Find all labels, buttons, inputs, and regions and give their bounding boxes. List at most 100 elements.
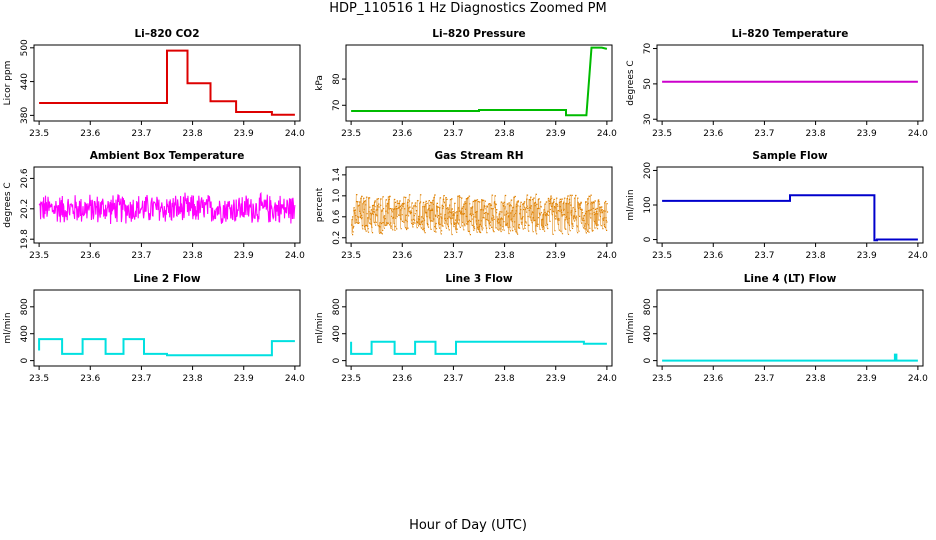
y-tick-label: 0: [332, 357, 342, 363]
x-tick-label: 23.6: [703, 129, 723, 139]
main-title: HDP_110516 1 Hz Diagnostics Zoomed PM: [329, 1, 607, 16]
panel-title: Gas Stream RH: [434, 150, 523, 162]
y-axis-label: degrees C: [3, 182, 13, 227]
x-tick-label: 23.7: [754, 251, 774, 261]
x-tick-label: 23.9: [234, 251, 254, 261]
y-tick-label: 200: [643, 162, 653, 179]
x-tick-label: 24.0: [908, 129, 928, 139]
x-tick-label: 23.5: [29, 129, 49, 139]
x-tick-label: 23.7: [131, 129, 151, 139]
x-tick-label: 23.7: [754, 129, 774, 139]
x-tick-label: 23.6: [392, 129, 412, 139]
y-tick-label: 800: [20, 298, 30, 315]
x-tick-label: 23.8: [495, 374, 515, 384]
x-tick-label: 24.0: [597, 251, 617, 261]
x-tick-label: 24.0: [285, 374, 305, 384]
y-tick-label: 800: [643, 298, 653, 315]
x-tick-label: 23.5: [652, 251, 672, 261]
x-tick-label: 23.5: [341, 129, 361, 139]
y-tick-label: 0.2: [332, 231, 342, 245]
x-tick-label: 23.8: [806, 374, 826, 384]
x-tick-label: 24.0: [285, 129, 305, 139]
x-tick-label: 23.7: [131, 251, 151, 261]
plot-frame: [345, 44, 613, 122]
y-tick-label: 0.6: [332, 209, 342, 224]
panel-3: Li–820 Temperature 23.5 23.6 23.7 23.8 23.9 24…: [626, 28, 928, 139]
x-tick-label: 23.5: [652, 129, 672, 139]
y-tick-label: 50: [643, 78, 653, 90]
y-tick-label: 80: [332, 73, 342, 85]
y-tick-label: 1.0: [332, 188, 342, 203]
y-tick-label: 380: [20, 107, 30, 124]
panel-7: Line 2 Flow 23.5 23.6 23.7 23.8 23.9 24.0 0 400 8…: [3, 273, 305, 384]
y-tick-label: 20.2: [20, 199, 30, 219]
y-tick-label: 20.6: [20, 168, 30, 188]
series-line: [662, 194, 918, 242]
series-line: [38, 191, 296, 225]
x-tick-label: 23.7: [443, 251, 463, 261]
x-tick-label: 23.7: [131, 374, 151, 384]
panel-title: Line 4 (LT) Flow: [744, 273, 837, 285]
y-tick-label: 70: [332, 99, 342, 111]
x-tick-label: 23.5: [341, 374, 361, 384]
y-tick-label: 70: [643, 43, 653, 55]
panel-title: Li–820 Pressure: [432, 28, 525, 40]
x-axis-title: Hour of Day (UTC): [409, 518, 527, 533]
plot-frame: [33, 289, 301, 367]
x-tick-label: 23.7: [754, 374, 774, 384]
y-tick-label: 440: [20, 73, 30, 90]
x-tick-label: 23.8: [495, 129, 515, 139]
y-tick-label: 400: [332, 325, 342, 342]
y-tick-label: 400: [643, 325, 653, 342]
series-line: [350, 340, 607, 355]
x-tick-label: 23.6: [392, 251, 412, 261]
y-tick-label: 0: [20, 357, 30, 363]
x-tick-label: 23.5: [652, 374, 672, 384]
panel-2: Li–820 Pressure 23.5 23.6 23.7 23.8 23.9 24.0 7…: [315, 28, 617, 139]
panel-title: Line 3 Flow: [445, 273, 512, 285]
panel-6: Sample Flow 23.5 23.6 23.7 23.8 23.9 24.0 0 100 2…: [626, 150, 928, 261]
y-axis-label: kPa: [315, 75, 325, 91]
x-tick-label: 23.7: [443, 129, 463, 139]
x-tick-label: 23.9: [857, 374, 877, 384]
panel-5: Gas Stream RH 23.5 23.6 23.7 23.8 23.9 24.0 0.2…: [315, 150, 617, 261]
y-tick-label: 0: [643, 236, 653, 242]
x-tick-label: 23.9: [546, 374, 566, 384]
plot-frame: [33, 166, 301, 244]
series-line: [351, 46, 608, 117]
panel-9: Line 4 (LT) Flow 23.5 23.6 23.7 23.8 23.9 24.0…: [626, 273, 928, 384]
rh-points: [350, 193, 609, 236]
y-tick-label: 500: [20, 39, 30, 56]
x-tick-label: 23.8: [183, 129, 203, 139]
panel-title: Sample Flow: [752, 150, 827, 162]
x-tick-label: 23.8: [806, 129, 826, 139]
y-tick-label: 30: [643, 113, 653, 125]
plot-frame: [656, 166, 924, 244]
x-tick-label: 23.9: [857, 129, 877, 139]
rh-trace: [350, 193, 608, 235]
plot-frame: [345, 289, 613, 367]
y-axis-label: ml/min: [315, 312, 325, 343]
x-tick-label: 23.8: [806, 251, 826, 261]
y-tick-label: 0: [643, 357, 653, 363]
x-tick-label: 23.5: [341, 251, 361, 261]
panel-8: Line 3 Flow 23.5 23.6 23.7 23.8 23.9 24.0 0 400 8…: [315, 273, 617, 384]
panel-4: Ambient Box Temperature 23.5 23.6 23.7 23.8 2…: [3, 150, 305, 261]
panel-title: Line 2 Flow: [133, 273, 200, 285]
x-tick-label: 24.0: [597, 374, 617, 384]
y-tick-label: 1.4: [332, 167, 342, 182]
y-axis-label: Licor ppm: [3, 61, 13, 106]
x-tick-label: 23.9: [546, 129, 566, 139]
panel-title: Ambient Box Temperature: [90, 150, 245, 162]
x-tick-label: 23.8: [183, 251, 203, 261]
x-tick-label: 23.5: [29, 374, 49, 384]
x-tick-label: 23.8: [183, 374, 203, 384]
x-tick-label: 23.6: [703, 374, 723, 384]
y-axis-label: ml/min: [626, 189, 636, 220]
x-tick-label: 24.0: [908, 251, 928, 261]
y-axis-label: ml/min: [3, 312, 13, 343]
x-tick-label: 23.6: [80, 129, 100, 139]
plot-frame: [656, 289, 924, 367]
y-tick-label: 19.8: [20, 229, 30, 249]
